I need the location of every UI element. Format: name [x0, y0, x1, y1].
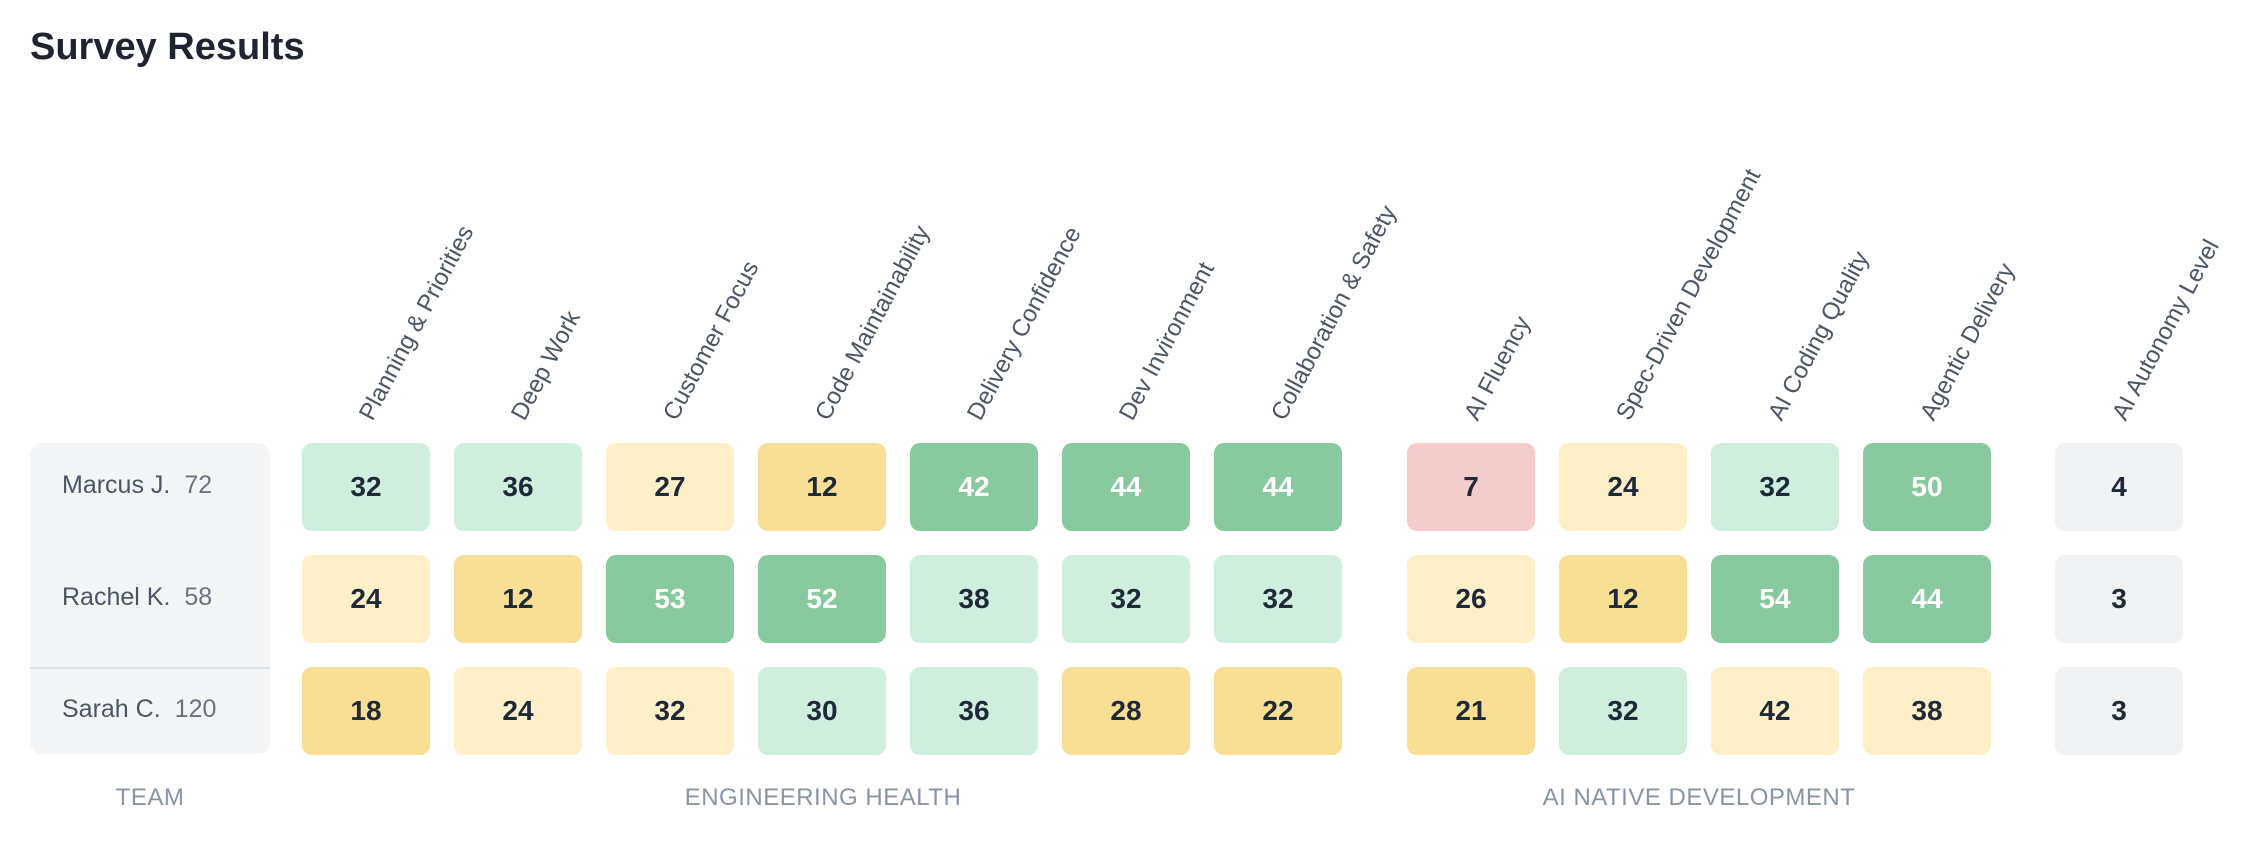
team-divider	[30, 667, 270, 669]
column-header: Agentic Delivery	[1915, 258, 2021, 425]
score-cell[interactable]: 18	[302, 667, 430, 755]
column-header: Delivery Confidence	[962, 222, 1087, 425]
score-cell[interactable]: 12	[1559, 555, 1687, 643]
member-name: Sarah C.	[62, 695, 161, 723]
score-cell[interactable]: 26	[1407, 555, 1535, 643]
column-header: AI Coding Quality	[1763, 247, 1875, 425]
team-panel: Marcus J. 72 Rachel K. 58 Sarah C. 120	[30, 443, 270, 754]
column-header: AI Fluency	[1459, 311, 1537, 425]
score-cell[interactable]: 53	[606, 555, 734, 643]
score-cell[interactable]: 24	[1559, 443, 1687, 531]
team-member-sarah[interactable]: Sarah C. 120	[62, 695, 216, 724]
column-header: Dev Invironment	[1114, 257, 1220, 425]
score-cell[interactable]: 21	[1407, 667, 1535, 755]
score-cell[interactable]: 44	[1214, 443, 1342, 531]
score-cell[interactable]: 28	[1062, 667, 1190, 755]
score-cell[interactable]: 32	[1711, 443, 1839, 531]
score-cell[interactable]: 12	[454, 555, 582, 643]
score-cell[interactable]: 44	[1062, 443, 1190, 531]
member-score: 72	[184, 471, 213, 499]
member-score: 120	[174, 695, 217, 723]
score-cell[interactable]: 32	[1214, 555, 1342, 643]
score-cell[interactable]: 3	[2055, 555, 2183, 643]
score-cell[interactable]: 32	[302, 443, 430, 531]
score-cell[interactable]: 38	[910, 555, 1038, 643]
column-header: Customer Focus	[658, 256, 765, 425]
member-name: Rachel K.	[62, 583, 171, 611]
score-cell[interactable]: 24	[454, 667, 582, 755]
column-header: Spec-Driven Development	[1611, 164, 1767, 425]
column-header: Deep Work	[506, 306, 586, 425]
group-label-ai-native: AI NATIVE DEVELOPMENT	[1542, 784, 1856, 811]
column-header: Planning & Priorities	[354, 221, 480, 425]
group-label-team: TEAM	[115, 784, 185, 811]
team-member-rachel[interactable]: Rachel K. 58	[62, 583, 212, 612]
column-header: AI Autonomy Level	[2107, 235, 2225, 425]
column-header: Collaboration & Safety	[1266, 201, 1402, 425]
score-cell[interactable]: 42	[910, 443, 1038, 531]
score-cell[interactable]: 38	[1863, 667, 1991, 755]
score-cell[interactable]: 50	[1863, 443, 1991, 531]
score-cell[interactable]: 36	[454, 443, 582, 531]
score-cell[interactable]: 32	[1062, 555, 1190, 643]
score-cell[interactable]: 42	[1711, 667, 1839, 755]
score-cell[interactable]: 54	[1711, 555, 1839, 643]
column-header: Code Maintainability	[810, 221, 936, 425]
score-cell[interactable]: 24	[302, 555, 430, 643]
group-label-engineering-health: ENGINEERING HEALTH	[684, 784, 962, 811]
score-cell[interactable]: 44	[1863, 555, 1991, 643]
score-cell[interactable]: 22	[1214, 667, 1342, 755]
score-cell[interactable]: 36	[910, 667, 1038, 755]
score-cell[interactable]: 32	[1559, 667, 1687, 755]
score-cell[interactable]: 27	[606, 443, 734, 531]
page-title: Survey Results	[30, 26, 305, 68]
score-cell[interactable]: 32	[606, 667, 734, 755]
team-member-marcus[interactable]: Marcus J. 72	[62, 471, 212, 500]
member-name: Marcus J.	[62, 471, 171, 499]
score-cell[interactable]: 7	[1407, 443, 1535, 531]
member-score: 58	[184, 583, 213, 611]
score-cell[interactable]: 12	[758, 443, 886, 531]
score-cell[interactable]: 52	[758, 555, 886, 643]
score-cell[interactable]: 30	[758, 667, 886, 755]
score-cell[interactable]: 3	[2055, 667, 2183, 755]
score-cell[interactable]: 4	[2055, 443, 2183, 531]
